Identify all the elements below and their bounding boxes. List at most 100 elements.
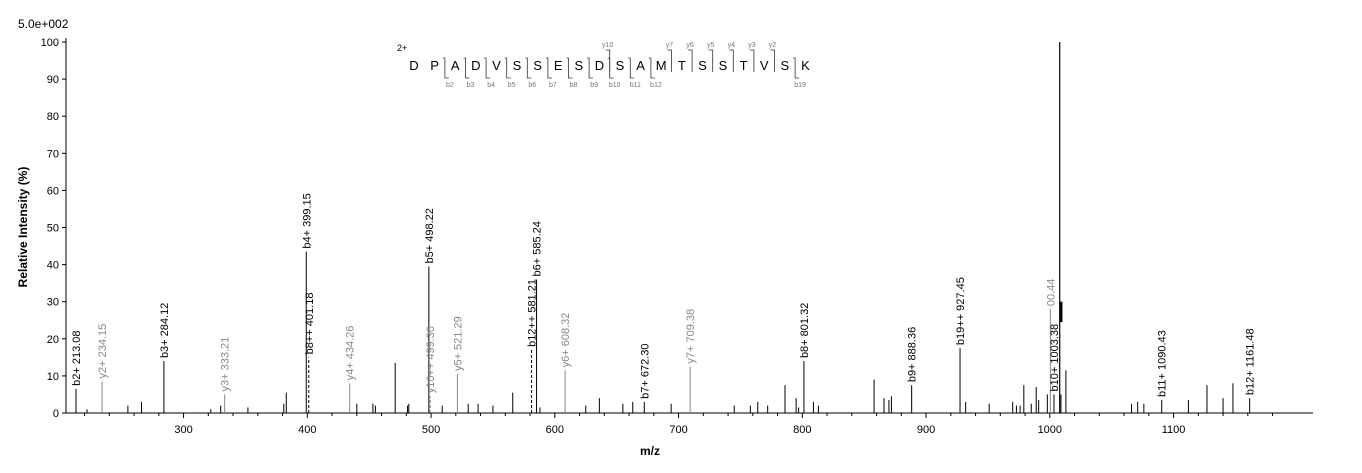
peak-label: y3+ 333.21 — [220, 337, 232, 392]
sequence-residue: D — [471, 58, 480, 73]
x-tick-label: 1000 — [1038, 424, 1062, 436]
x-tick-label: 900 — [917, 424, 935, 436]
peak-label: b6+ 585.24 — [532, 221, 544, 276]
b-ion-bracket — [442, 57, 449, 79]
b-ion-bracket — [628, 57, 635, 79]
peak-label: y7+ 709.38 — [685, 309, 697, 364]
y-tick-label: 90 — [47, 74, 59, 86]
b-ion-label: b2 — [446, 82, 454, 89]
b-ion-bracket — [525, 57, 532, 79]
x-tick-label: 400 — [298, 424, 316, 436]
x-tick-label: 500 — [422, 424, 440, 436]
sequence-residue: D — [409, 58, 418, 73]
intensity-scale-label: 5.0e+002 — [18, 17, 69, 31]
b-ion-bracket — [793, 57, 800, 79]
y-tick-label: 60 — [47, 185, 59, 197]
peak-label: b19++ 927.45 — [955, 277, 967, 345]
b-ion-label: b3 — [467, 82, 475, 89]
b-ion-label: b7 — [549, 82, 557, 89]
peak-label: b5+ 498.22 — [424, 208, 436, 263]
peak-label: b12+ 1161.48 — [1245, 328, 1257, 395]
y-tick-label: 100 — [41, 37, 59, 49]
sequence-residue: V — [760, 58, 769, 73]
peak-labels: b2+ 213.08 y2+ 234.15 b3+ 284.12 y3+ 333.21… — [71, 193, 1257, 399]
peak-label: y10++ 499.30 — [425, 326, 437, 393]
y-tick-label: 70 — [47, 148, 59, 160]
y-ion-label: y3 — [748, 42, 756, 49]
sequence-residue: A — [451, 58, 460, 73]
x-tick-label: 1100 — [1162, 424, 1186, 436]
y-ion-bracket — [667, 49, 672, 72]
y-ion-bracket — [749, 49, 755, 72]
y-tick-label: 20 — [47, 334, 59, 346]
peak-label: b11+ 1090.43 — [1157, 330, 1169, 397]
x-tick-label: 700 — [669, 424, 687, 436]
b-ion-bracket — [504, 57, 511, 79]
sequence-residue: S — [574, 58, 583, 73]
y-ion-bracket — [605, 49, 611, 72]
b-ion-label: b4 — [487, 82, 495, 89]
peak-label: b9+ 888.36 — [907, 327, 919, 382]
sequence-residue: E — [554, 58, 563, 73]
y-tick-label: 80 — [47, 111, 59, 123]
peak-label: b8+ 801.32 — [799, 303, 811, 358]
b-ion-label: b11 — [630, 82, 641, 89]
sequence-residue: T — [678, 58, 686, 73]
peak-label: b3+ 284.12 — [159, 303, 171, 358]
y-tick-label: 10 — [47, 371, 59, 383]
y-ion-bracket — [708, 49, 714, 72]
peak-label: b2+ 213.08 — [71, 331, 83, 386]
peak-label: y4+ 434.26 — [345, 326, 357, 381]
sequence-residue: D — [595, 58, 604, 73]
peak-label: 00.44 — [1045, 279, 1057, 307]
b-ion-bracket — [463, 57, 470, 79]
b-ion-label: b6 — [528, 82, 536, 89]
y-ion-label: y10 — [602, 42, 613, 49]
sequence-residue: S — [616, 58, 625, 73]
peak-label: y6+ 608.32 — [560, 313, 572, 368]
b-ion-bracket — [648, 57, 655, 79]
y-ion-label: y6 — [686, 42, 694, 49]
y-tick-label: 50 — [47, 223, 59, 235]
y-tick-label: 30 — [47, 297, 59, 309]
sequence-residue: S — [698, 58, 707, 73]
peak-label: y5+ 521.29 — [452, 316, 464, 371]
sequence-residue: K — [801, 58, 810, 73]
y-ion-label: y2 — [769, 42, 777, 49]
x-tick-label: 800 — [793, 424, 811, 436]
sequence-residue: P — [430, 58, 439, 73]
y-ion-label: y5 — [707, 42, 715, 49]
x-tick-label: 600 — [546, 424, 564, 436]
y-ion-label: y7 — [666, 42, 674, 49]
sequence-residue: S — [513, 58, 522, 73]
y-ion-bracket — [770, 49, 775, 72]
y-axis-title: Relative Intensity (%) — [16, 167, 30, 288]
b-ion-bracket — [484, 57, 491, 79]
peptide-sequence-map: 2+D P A D V S S E S D S A M T S S T V S Kb2 b3 b4 b5 b6 b7 b8 b9 b1… — [397, 42, 810, 89]
b-ion-label: b8 — [570, 82, 578, 89]
precursor-charge-label: 2+ — [397, 43, 407, 53]
peak-label: b4+ 399.15 — [301, 193, 313, 248]
sequence-residue: A — [636, 58, 645, 73]
y-ion-label: y4 — [728, 42, 736, 49]
sequence-residue: S — [780, 58, 789, 73]
b-ion-label: b12 — [650, 82, 662, 89]
b-ion-bracket — [566, 57, 573, 79]
peak-label: y2+ 234.15 — [97, 324, 109, 379]
y-tick-label: 0 — [53, 408, 59, 420]
peak-label: b10+ 1003.38 — [1049, 324, 1061, 392]
sequence-residue: V — [492, 58, 501, 73]
b-ion-label: b19 — [794, 82, 806, 89]
sequence-residue: M — [656, 58, 667, 73]
b-ion-bracket — [545, 57, 552, 79]
b-ion-label: b9 — [590, 82, 598, 89]
b-ion-bracket — [587, 57, 594, 79]
y-ion-bracket — [688, 49, 693, 72]
x-tick-label: 300 — [174, 424, 192, 436]
y-tick-label: 40 — [47, 260, 59, 272]
sequence-residue: S — [533, 58, 542, 73]
peak-label: b12++ 581.21 — [527, 279, 539, 347]
peaks — [75, 42, 1251, 413]
